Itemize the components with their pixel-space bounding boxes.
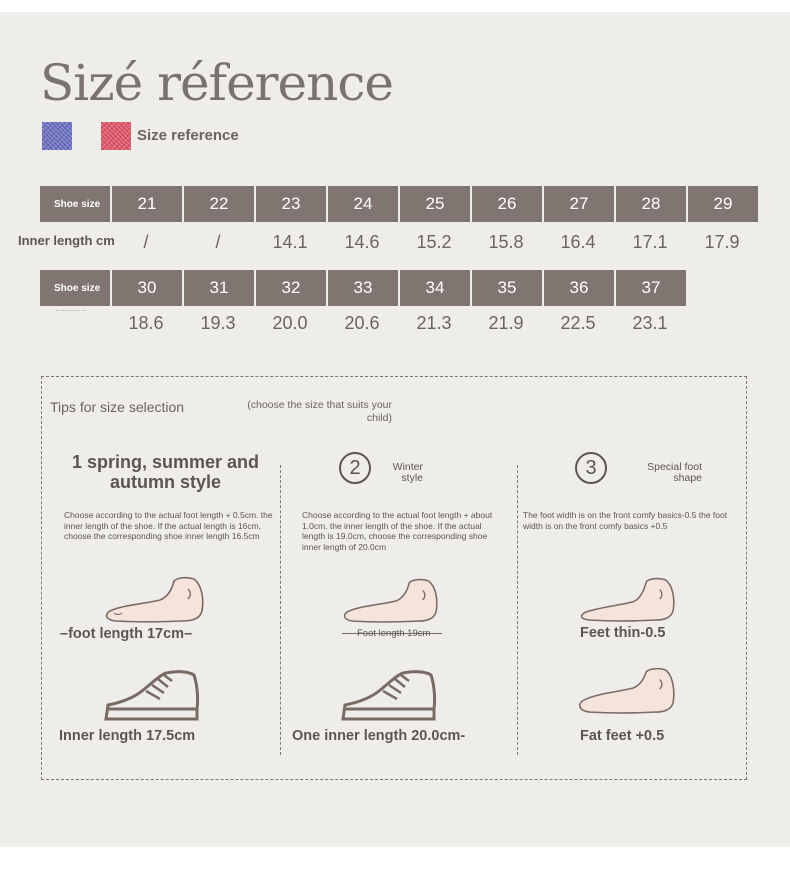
size-cell: 23 xyxy=(256,186,326,222)
tips-title: Tips for size selection xyxy=(50,399,185,415)
length-cell: / xyxy=(215,232,221,252)
size-cell: 25 xyxy=(400,186,470,222)
size-cell: 36 xyxy=(544,270,614,306)
length-row-1: / / 14.1 14.6 15.2 15.8 16.4 17.1 17.9 xyxy=(110,232,758,253)
size-cell: 34 xyxy=(400,270,470,306)
length-cell: 20.6 xyxy=(344,313,380,333)
size-cell: 32 xyxy=(256,270,326,306)
size-header-row-2: Shoe size 30 31 32 33 34 35 36 37 xyxy=(40,270,686,306)
column-divider xyxy=(280,465,281,755)
fat-foot-icon xyxy=(578,668,675,714)
size-cell: 29 xyxy=(688,186,758,222)
size-cell: 33 xyxy=(328,270,398,306)
size-cell: 37 xyxy=(616,270,686,306)
inner-length-label: Inner length cm xyxy=(18,233,115,248)
size-cell: 28 xyxy=(616,186,686,222)
col2-shoe-caption: One inner length 20.0cm- xyxy=(292,728,466,744)
length-cell: 15.2 xyxy=(416,232,452,252)
length-cell: 16.4 xyxy=(560,232,596,252)
size-header-row-1: Shoe size 21 22 23 24 25 26 27 28 29 xyxy=(40,186,758,222)
col2-foot-caption: Foot length 19cm xyxy=(357,628,431,639)
page-title: Sizé réference xyxy=(40,54,394,112)
step-3-badge: 3 xyxy=(575,452,607,484)
sneaker-icon xyxy=(104,670,200,721)
col3-thin-caption: Feet thin-0.5 xyxy=(580,625,666,641)
size-cell: 31 xyxy=(184,270,254,306)
size-cell: 26 xyxy=(472,186,542,222)
length-cell: 22.5 xyxy=(560,313,596,333)
length-cell: 17.1 xyxy=(632,232,668,252)
length-cell: 18.6 xyxy=(128,313,164,333)
step-2-badge: 2 xyxy=(339,452,371,484)
size-cell: 21 xyxy=(112,186,182,222)
col1-description: Choose according to the actual foot leng… xyxy=(64,510,273,542)
sneaker-icon xyxy=(341,670,437,721)
column-divider xyxy=(517,465,518,755)
col3-fat-caption: Fat feet +0.5 xyxy=(580,728,665,744)
length-cell: 14.1 xyxy=(272,232,308,252)
col1-heading: 1 spring, summer and autumn style xyxy=(71,452,260,492)
tips-box xyxy=(41,376,747,780)
shoe-size-label: Shoe size xyxy=(40,186,110,222)
length-cell: 23.1 xyxy=(632,313,668,333)
length-cell: 15.8 xyxy=(488,232,524,252)
col2-description: Choose according to the actual foot leng… xyxy=(302,510,493,552)
size-cell: 35 xyxy=(472,270,542,306)
col1-shoe-caption: Inner length 17.5cm xyxy=(59,728,196,744)
faded-row-label xyxy=(56,310,86,316)
length-cell: / xyxy=(143,232,149,252)
tips-subtitle: (choose the size that suits your child) xyxy=(247,399,392,424)
measure-line xyxy=(342,633,442,634)
length-cell: 17.9 xyxy=(704,232,740,252)
legend-label: Size reference xyxy=(137,127,239,144)
length-cell: 21.3 xyxy=(416,313,452,333)
col3-heading: Special foot shape xyxy=(647,461,702,485)
length-row-2: 18.6 19.3 20.0 20.6 21.3 21.9 22.5 23.1 xyxy=(110,313,686,334)
blue-swatch xyxy=(42,122,72,150)
size-cell: 27 xyxy=(544,186,614,222)
foot-icon xyxy=(105,576,204,623)
col3-description: The foot width is on the front comfy bas… xyxy=(523,510,728,531)
col2-heading: Winter style xyxy=(392,461,423,485)
thin-foot-icon xyxy=(580,577,675,622)
size-cell: 30 xyxy=(112,270,182,306)
foot-icon xyxy=(343,578,438,623)
length-cell: 19.3 xyxy=(200,313,236,333)
size-cell: 24 xyxy=(328,186,398,222)
col1-foot-caption: –foot length 17cm– xyxy=(60,626,193,642)
length-cell: 20.0 xyxy=(272,313,308,333)
size-cell: 22 xyxy=(184,186,254,222)
red-swatch xyxy=(101,122,131,150)
length-cell: 21.9 xyxy=(488,313,524,333)
shoe-size-label: Shoe size xyxy=(40,270,110,306)
length-cell: 14.6 xyxy=(344,232,380,252)
